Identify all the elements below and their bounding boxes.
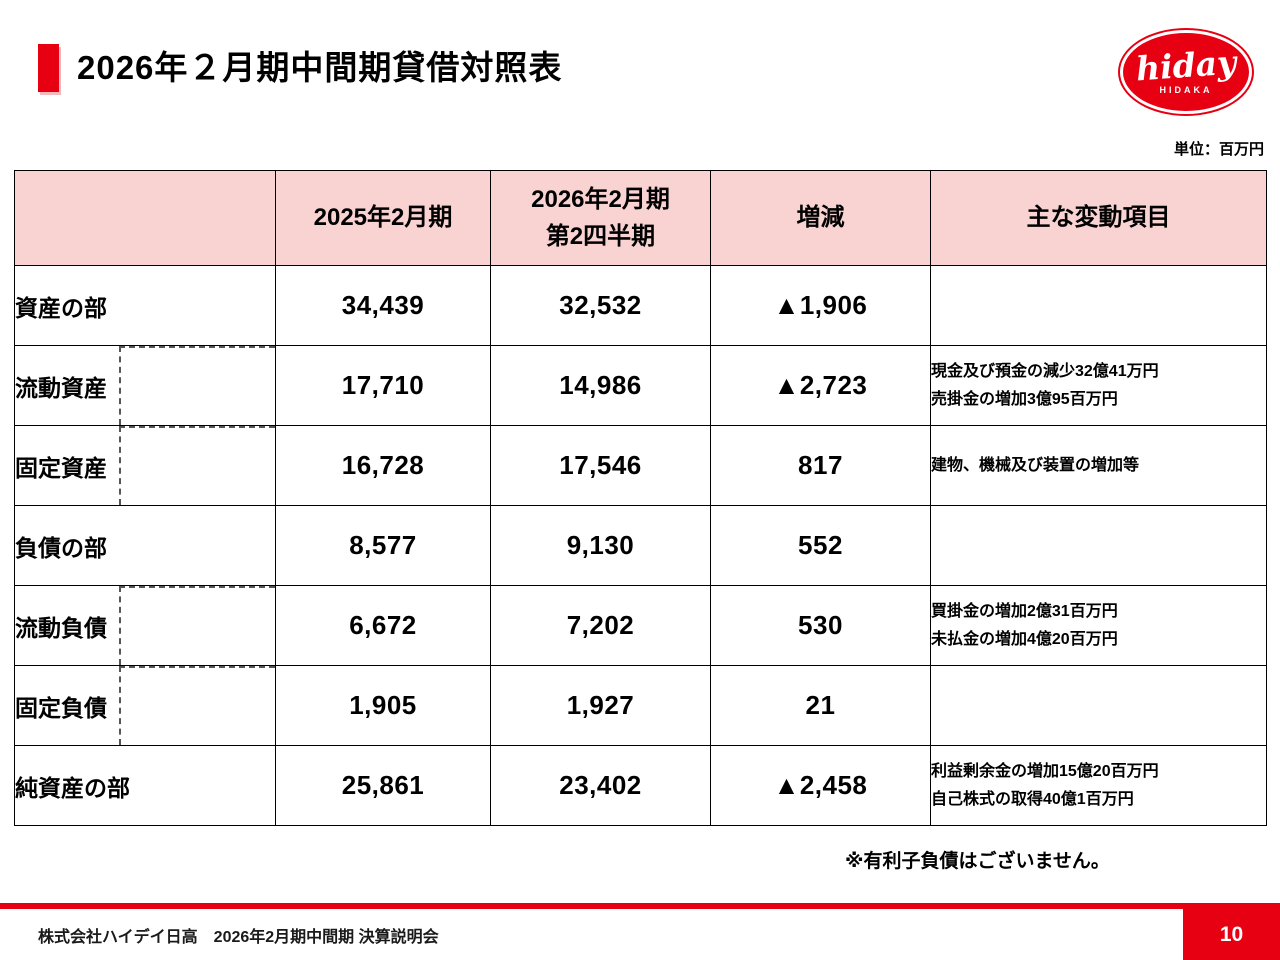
row-label: 固定資産 (14, 425, 276, 506)
row-label: 負債の部 (14, 505, 276, 586)
table-row-current-assets: 流動資産 17,710 14,986 ▲2,723 現金及び預金の減少32億41… (14, 345, 1267, 426)
value-delta: 817 (710, 425, 931, 506)
header-change: 増減 (710, 170, 931, 266)
value-curr: 23,402 (490, 745, 711, 826)
note-cell (930, 265, 1267, 346)
value-curr: 32,532 (490, 265, 711, 346)
footer: 株式会社ハイデイ日高 2026年2月期中間期 決算説明会 10 (0, 903, 1280, 960)
value-curr: 7,202 (490, 585, 711, 666)
note-cell: 現金及び預金の減少32億41万円 売掛金の増加3億95百万円 (930, 345, 1267, 426)
header-empty (14, 170, 276, 266)
value-prev: 34,439 (275, 265, 491, 346)
table-row-net-assets: 純資産の部 25,861 23,402 ▲2,458 利益剰余金の増加15億20… (14, 745, 1267, 826)
value-curr: 17,546 (490, 425, 711, 506)
table-row-fixed-liabilities: 固定負債 1,905 1,927 21 (14, 665, 1267, 746)
logo-oval: hiday HIDAKA (1120, 30, 1252, 114)
header-prev-period: 2025年2月期 (275, 170, 491, 266)
hidaka-logo: hiday HIDAKA (1120, 30, 1252, 114)
note-line: 買掛金の増加2億31百万円 (931, 603, 1118, 621)
value-delta: ▲1,906 (710, 265, 931, 346)
footer-accent-line (0, 903, 1280, 909)
value-prev: 16,728 (275, 425, 491, 506)
value-prev: 6,672 (275, 585, 491, 666)
table-row-fixed-assets: 固定資産 16,728 17,546 817 建物、機械及び装置の増加等 (14, 425, 1267, 506)
row-label: 固定負債 (14, 665, 276, 746)
header-main-factors: 主な変動項目 (930, 170, 1267, 266)
interest-bearing-debt-note: ※有利子負債はございません。 (845, 851, 1110, 872)
row-label: 資産の部 (14, 265, 276, 346)
header-current-line1: 2026年2月期 (531, 185, 670, 213)
value-prev: 8,577 (275, 505, 491, 586)
row-label: 純資産の部 (14, 745, 276, 826)
value-delta: ▲2,723 (710, 345, 931, 426)
row-label: 流動負債 (14, 585, 276, 666)
balance-sheet-table: 2025年2月期 2026年2月期 第2四半期 増減 主な変動項目 資産の部 3… (14, 170, 1267, 826)
header-current-period: 2026年2月期 第2四半期 (490, 170, 711, 266)
note-line: 利益剰余金の増加15億20百万円 (931, 763, 1159, 781)
table-header-row: 2025年2月期 2026年2月期 第2四半期 増減 主な変動項目 (14, 170, 1267, 266)
value-prev: 1,905 (275, 665, 491, 746)
table-row-liabilities: 負債の部 8,577 9,130 552 (14, 505, 1267, 586)
note-cell: 利益剰余金の増加15億20百万円 自己株式の取得40億1百万円 (930, 745, 1267, 826)
value-delta: ▲2,458 (710, 745, 931, 826)
note-cell (930, 505, 1267, 586)
note-cell: 建物、機械及び装置の増加等 (930, 425, 1267, 506)
note-line: 現金及び預金の減少32億41万円 (931, 363, 1159, 381)
note-line: 売掛金の増加3億95百万円 (931, 390, 1118, 408)
note-line: 建物、機械及び装置の増加等 (931, 456, 1140, 474)
row-label: 流動資産 (14, 345, 276, 426)
note-cell (930, 665, 1267, 746)
note-cell: 買掛金の増加2億31百万円 未払金の増加4億20百万円 (930, 585, 1267, 666)
page-number-badge: 10 (1183, 909, 1280, 960)
footer-text: 株式会社ハイデイ日高 2026年2月期中間期 決算説明会 (38, 928, 439, 946)
value-delta: 21 (710, 665, 931, 746)
value-curr: 14,986 (490, 345, 711, 426)
logo-sub-text: HIDAKA (1159, 85, 1213, 95)
title-accent-bar (38, 44, 59, 92)
value-prev: 25,861 (275, 745, 491, 826)
note-line: 自己株式の取得40億1百万円 (931, 790, 1134, 808)
value-curr: 1,927 (490, 665, 711, 746)
value-curr: 9,130 (490, 505, 711, 586)
value-delta: 552 (710, 505, 931, 586)
logo-brand-text: hiday (1134, 42, 1238, 89)
table-row-assets: 資産の部 34,439 32,532 ▲1,906 (14, 265, 1267, 346)
title-block: 2026年２月期中間期貸借対照表 (38, 44, 562, 92)
table-row-current-liabilities: 流動負債 6,672 7,202 530 買掛金の増加2億31百万円 未払金の増… (14, 585, 1267, 666)
note-line: 未払金の増加4億20百万円 (931, 630, 1118, 648)
value-prev: 17,710 (275, 345, 491, 426)
header-current-line2: 第2四半期 (545, 223, 656, 250)
value-delta: 530 (710, 585, 931, 666)
page-title: 2026年２月期中間期貸借対照表 (77, 49, 563, 86)
unit-label: 単位：百万円 (1173, 141, 1264, 158)
